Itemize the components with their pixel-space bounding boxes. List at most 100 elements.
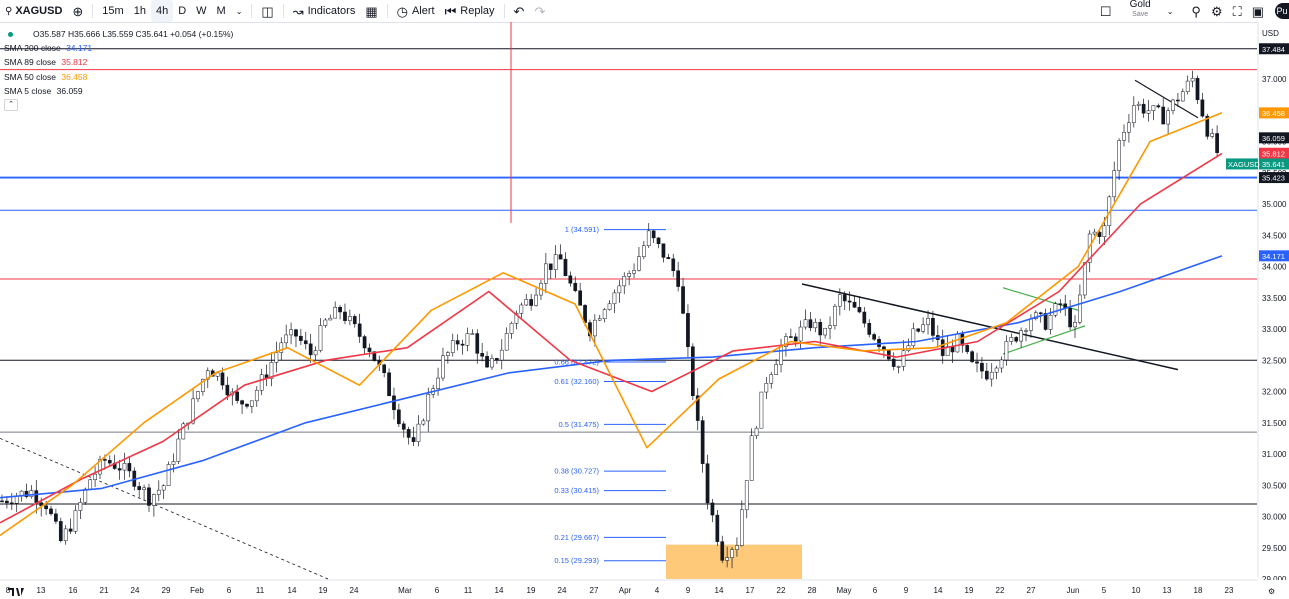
grid-icon: ▦ <box>365 3 378 19</box>
candle-body <box>931 317 935 336</box>
redo-button[interactable]: ↷ <box>529 0 550 22</box>
candle-body <box>509 323 514 334</box>
compare-button[interactable]: ⊕ <box>67 0 88 22</box>
sma200-value: 34.171 <box>66 43 93 54</box>
indicators-button[interactable]: ↝ Indicators <box>288 0 361 22</box>
candle-body <box>83 488 88 503</box>
candle-body <box>886 350 891 360</box>
candle-body <box>1141 103 1146 114</box>
square-icon: ☐ <box>1099 3 1112 19</box>
layout-checkbox[interactable]: ☐ <box>1095 0 1117 22</box>
short-trendline <box>1134 79 1199 119</box>
time-tick-label: 21 <box>100 586 109 595</box>
time-tick-label: 27 <box>590 586 599 595</box>
candle-body <box>651 230 656 239</box>
time-tick-label: 24 <box>131 586 140 595</box>
interval-15m[interactable]: 15m <box>102 5 124 17</box>
price-tag-box <box>1259 147 1289 159</box>
legend-sma50[interactable]: SMA 50 close 36.458 <box>4 70 233 84</box>
interval-4h[interactable]: 4h <box>150 0 174 22</box>
candle-body <box>1166 110 1170 125</box>
candle-body <box>0 500 4 503</box>
candle-body <box>558 254 563 260</box>
candle-body <box>1033 312 1038 319</box>
time-tick-label: Feb <box>190 586 204 595</box>
candle-body <box>127 463 132 472</box>
candle-body <box>803 319 808 328</box>
time-tick-label: 14 <box>934 586 943 595</box>
candle-body <box>1156 105 1161 108</box>
alert-button[interactable]: ◷ Alert <box>392 0 440 22</box>
candle-body <box>122 463 127 471</box>
candle-body <box>1127 122 1131 133</box>
interval-d[interactable]: D <box>178 5 187 17</box>
candle-body <box>715 514 720 542</box>
candle-body <box>666 257 671 260</box>
time-tick-label: 23 <box>1225 586 1234 595</box>
candle-body <box>744 480 749 511</box>
candle-body <box>833 305 837 326</box>
candle-body <box>901 350 906 367</box>
candle-body <box>960 333 965 346</box>
symbol-search[interactable]: ⚲ XAGUSD <box>0 0 67 22</box>
legend-sma89[interactable]: SMA 89 close 35.812 <box>4 55 233 69</box>
candle-body <box>250 400 254 407</box>
candle-body <box>1048 315 1053 330</box>
price-chart[interactable]: 1 (34.591)0.66 (32.472)0.61 (32.160)0.5 … <box>0 22 1289 599</box>
candle-body <box>862 311 867 324</box>
demand-zone-layer <box>666 544 802 579</box>
candle-body <box>455 340 460 345</box>
candle-body <box>544 263 548 284</box>
interval-m[interactable]: M <box>216 5 226 17</box>
replay-button[interactable]: ⏮ Replay <box>440 0 500 22</box>
interval-1h[interactable]: 1h <box>133 5 146 17</box>
candle-body <box>294 329 298 337</box>
candle-body <box>274 352 279 363</box>
undo-button[interactable]: ↶ <box>509 0 530 22</box>
fullscreen-button[interactable]: ⛶ <box>1228 0 1247 22</box>
candle-body <box>725 557 729 561</box>
legend-collapse-button[interactable]: ⌃ <box>4 99 18 112</box>
candle-body <box>54 513 58 522</box>
candle-body <box>426 394 431 422</box>
symbol-name: XAGUSD <box>15 5 63 17</box>
candle-body <box>259 374 264 391</box>
candle-body <box>44 505 48 510</box>
symbol-tag-label: XAGUSD <box>1228 160 1260 169</box>
price-tick-label: 33.000 <box>1262 325 1287 334</box>
legend-sma200[interactable]: SMA 200 close 34.171 <box>4 41 233 55</box>
candle-body <box>156 489 161 495</box>
candle-body <box>548 263 553 270</box>
candle-body <box>784 336 788 348</box>
candle-body <box>299 335 303 341</box>
fib-level-label: 1 (34.591) <box>565 225 600 234</box>
snapshot-button[interactable]: ▣ <box>1247 0 1269 22</box>
candle-body <box>14 495 19 504</box>
candle-body <box>965 345 970 352</box>
chart-type-button[interactable]: ◫ <box>256 0 278 22</box>
legend-sma5[interactable]: SMA 5 close 36.059 <box>4 84 233 98</box>
publish-button[interactable]: Pu <box>1275 3 1289 19</box>
alert-label: Alert <box>411 5 435 17</box>
layout-dropdown[interactable]: ⌄ <box>1162 0 1179 22</box>
layout-name-button[interactable]: Gold Save <box>1125 0 1156 22</box>
moving-averages-layer <box>0 111 1223 536</box>
time-tick-label: 16 <box>69 586 78 595</box>
price-tick-label: 34.500 <box>1262 231 1287 240</box>
candle-body <box>137 486 142 490</box>
candle-body <box>117 468 122 471</box>
quick-search-button[interactable]: ⚲ <box>1186 0 1206 22</box>
gear-icon: ⚙ <box>1210 3 1223 19</box>
candle-body <box>328 317 333 321</box>
settings-button[interactable]: ⚙ <box>1206 0 1228 22</box>
indicators-label: Indicators <box>307 5 356 17</box>
interval-w[interactable]: W <box>196 5 207 17</box>
candle-body <box>191 398 195 424</box>
time-tick-label: 13 <box>37 586 46 595</box>
candle-body <box>808 319 813 329</box>
templates-button[interactable]: ▦ <box>360 0 382 22</box>
divider <box>251 4 253 18</box>
interval-dropdown[interactable]: ⌄ <box>231 0 248 22</box>
time-axis[interactable]: 8 13 16 21 24 29 Feb 6 11 14 19 24 Mar 6 11 14 19 24 27 Apr… <box>0 579 1289 599</box>
ohlc-values: O35.587 H35.666 L35.559 C35.641 +0.054 (… <box>33 29 234 39</box>
